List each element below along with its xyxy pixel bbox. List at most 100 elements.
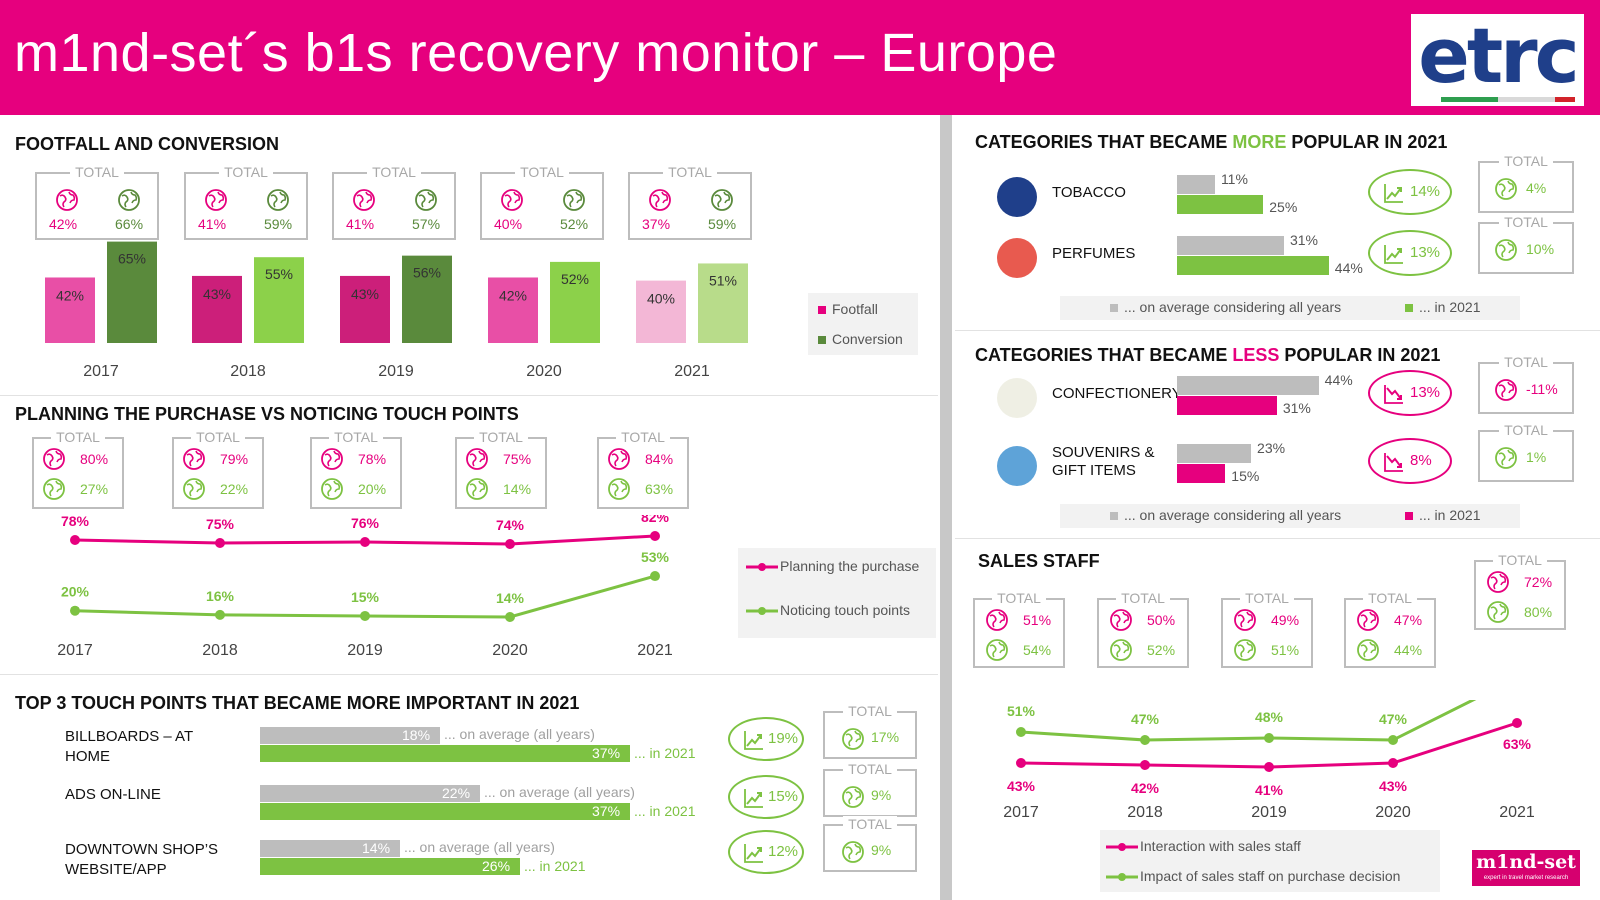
total-value: 51% xyxy=(1023,612,1052,628)
category-name: SOUVENIRS & GIFT ITEMS xyxy=(1052,444,1155,480)
data-label: 48% xyxy=(1255,709,1284,725)
data-point xyxy=(505,539,515,549)
data-point xyxy=(360,610,370,621)
category-total-box: TOTAL 10% xyxy=(1478,214,1574,274)
bar-2021 xyxy=(1177,396,1277,415)
total-label: TOTAL xyxy=(1480,354,1572,370)
mindset-footer-logo-text: m1nd-set xyxy=(1476,851,1576,873)
total-label: TOTAL xyxy=(1346,590,1434,606)
total-value: 57% xyxy=(412,216,441,232)
bar-footfall xyxy=(45,277,95,343)
footfall-legend: Footfall Conversion xyxy=(808,293,918,355)
data-label: 63% xyxy=(1503,736,1532,752)
x-tick-year: 2020 xyxy=(526,363,562,380)
legend-label-noticing: Noticing touch points xyxy=(780,602,910,618)
globe-icon xyxy=(841,785,865,809)
legend-label-interaction: Interaction with sales staff xyxy=(1140,838,1301,854)
total-label: TOTAL xyxy=(34,429,122,445)
x-tick-year: 2017 xyxy=(57,642,93,659)
total-value: 9% xyxy=(871,842,892,858)
total-value: 44% xyxy=(1394,642,1423,658)
total-value: 52% xyxy=(1147,642,1176,658)
legend-label-impact: Impact of sales staff on purchase decisi… xyxy=(1140,868,1401,884)
x-tick-year: 2021 xyxy=(1499,804,1535,821)
legend-footfall: Footfall xyxy=(818,301,878,317)
x-tick-year: 2018 xyxy=(230,363,266,380)
less-popular-title-b: LESS xyxy=(1232,345,1280,365)
bar-footfall xyxy=(488,277,538,343)
globe-icon xyxy=(841,840,865,864)
less-legend-avg-label: ... on average considering all years xyxy=(1124,507,1342,523)
data-label: 74% xyxy=(496,517,525,533)
x-tick-year: 2017 xyxy=(1003,804,1039,821)
total-label: TOTAL xyxy=(1480,214,1572,230)
globe-icon xyxy=(117,188,141,212)
touch-points-title: TOP 3 TOUCH POINTS THAT BECAME MORE IMPO… xyxy=(15,693,580,713)
total-label-text: TOTAL xyxy=(663,164,717,180)
planning-title: PLANNING THE PURCHASE VS NOTICING TOUCH … xyxy=(15,404,519,424)
category-total-box: TOTAL 4% xyxy=(1478,153,1574,213)
total-label: TOTAL xyxy=(186,164,306,180)
etrc-logo: etrc xyxy=(1411,14,1584,106)
more-popular-title: CATEGORIES THAT BECAME MORE POPULAR IN 2… xyxy=(975,132,1447,153)
total-value: 47% xyxy=(1394,612,1423,628)
category-name: TOBACCO xyxy=(1052,184,1126,201)
total-label: TOTAL xyxy=(1480,153,1572,169)
total-label: TOTAL xyxy=(312,429,400,445)
total-value: 50% xyxy=(1147,612,1176,628)
bar-footfall xyxy=(192,275,242,343)
change-value: 19% xyxy=(768,730,799,747)
globe-icon xyxy=(607,447,631,471)
change-value: 15% xyxy=(768,788,799,805)
data-label: 53% xyxy=(641,549,670,565)
data-point xyxy=(215,538,225,548)
bar-average-value: 14% xyxy=(362,840,391,856)
globe-icon xyxy=(182,477,206,501)
planning-total-box: TOTAL 78% 20% xyxy=(310,429,402,509)
total-label: TOTAL xyxy=(825,761,915,777)
total-label: TOTAL xyxy=(825,703,915,719)
footfall-total-box: TOTAL 40% 52% xyxy=(480,164,604,240)
sales-staff-total-box: TOTAL 49% 51% xyxy=(1221,590,1313,668)
total-value: 63% xyxy=(645,481,674,497)
bar-label-conversion: 51% xyxy=(709,272,737,288)
globe-icon xyxy=(465,477,489,501)
globe-icon xyxy=(1486,570,1510,594)
change-badge: 19% xyxy=(728,717,804,761)
data-label: 51% xyxy=(1007,703,1036,719)
bar-2021 xyxy=(1177,256,1329,275)
touch-point-total-box: TOTAL 17% xyxy=(823,703,917,759)
legend-line-impact xyxy=(1106,873,1138,881)
globe-icon xyxy=(841,727,865,751)
logo-stripe-white xyxy=(1498,97,1555,102)
bar-label-footfall: 43% xyxy=(203,286,231,302)
total-value: 66% xyxy=(115,216,144,232)
total-value: 17% xyxy=(871,729,900,745)
globe-icon xyxy=(182,447,206,471)
total-value: 80% xyxy=(1524,604,1553,620)
mindset-footer-logo-tagline: expert in travel market research xyxy=(1483,875,1569,881)
total-label: TOTAL xyxy=(174,429,262,445)
logo-stripe-red xyxy=(1555,97,1575,102)
bar-average-value: 18% xyxy=(402,727,431,743)
total-value: 52% xyxy=(560,216,589,232)
globe-icon xyxy=(985,608,1009,632)
more-popular-title-a: CATEGORIES THAT BECAME xyxy=(975,132,1233,152)
category-name: PERFUMES xyxy=(1052,245,1136,262)
touch-point-name: DOWNTOWN SHOP’S WEBSITE/APP xyxy=(65,841,219,878)
footfall-total-box: TOTAL 42% 66% xyxy=(35,164,159,240)
bar-average-value: 23% xyxy=(1257,440,1286,456)
total-label: TOTAL xyxy=(1480,422,1572,438)
total-value: 22% xyxy=(220,481,249,497)
bar-label-conversion: 65% xyxy=(118,251,146,267)
bar-2021 xyxy=(260,803,630,820)
less-legend-avg: ... on average considering all years xyxy=(1110,507,1341,523)
change-value: 13% xyxy=(1410,384,1441,401)
total-label-text: TOTAL xyxy=(992,590,1046,606)
data-point xyxy=(1388,758,1398,768)
data-point xyxy=(1140,735,1150,745)
total-value: -11% xyxy=(1526,381,1558,397)
footfall-total-box: TOTAL 41% 59% xyxy=(184,164,308,240)
total-label-text: TOTAL xyxy=(1499,214,1553,230)
planning-total-box: TOTAL 80% 27% xyxy=(32,429,124,509)
